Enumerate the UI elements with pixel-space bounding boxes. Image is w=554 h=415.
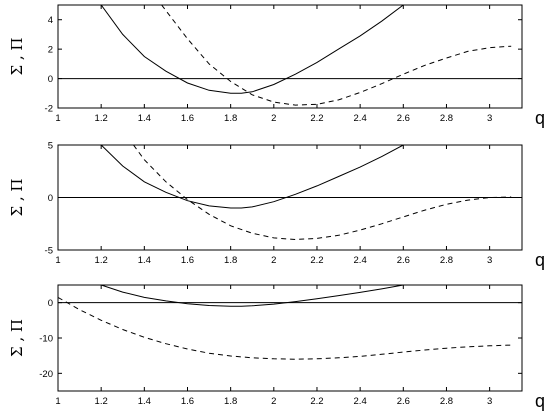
dashed-curve-1 (161, 5, 512, 106)
x-tick-label: 1.6 (181, 396, 194, 407)
x-tick-label: 2.4 (354, 396, 367, 407)
y-tick-label: 4 (48, 15, 53, 26)
x-tick-label: 2.4 (354, 113, 367, 124)
x-tick-label: 3 (487, 396, 492, 407)
y-axis-label: Σ , Π (8, 38, 26, 76)
y-tick-label: 0 (48, 298, 53, 309)
y-tick-label: -20 (39, 369, 53, 380)
x-tick-label: 2 (271, 255, 276, 266)
x-tick-label: 2.2 (310, 255, 323, 266)
x-tick-label: 1.2 (95, 255, 108, 266)
y-tick-label: 0 (48, 193, 53, 204)
x-tick-label: 1.6 (181, 113, 194, 124)
x-tick-label: 1 (55, 113, 60, 124)
y-tick-label: 2 (48, 45, 53, 56)
x-tick-label: 2.8 (440, 113, 453, 124)
solid-curve-2 (100, 145, 404, 209)
x-tick-label: 2.4 (354, 255, 367, 266)
plot-frame-1 (57, 4, 523, 109)
x-axis-label: q (535, 108, 545, 128)
x-tick-label: 2.2 (310, 396, 323, 407)
x-tick-label: 1 (55, 396, 60, 407)
x-tick-label: 2.8 (440, 396, 453, 407)
solid-curve-3 (101, 285, 404, 307)
x-axis-label: q (535, 250, 545, 270)
x-tick-label: 1.4 (138, 255, 151, 266)
x-tick-label: 2.8 (440, 255, 453, 266)
y-tick-label: -5 (45, 246, 53, 257)
y-tick-label: 5 (48, 141, 53, 152)
x-tick-label: 1.4 (138, 113, 151, 124)
x-tick-label: 1 (55, 255, 60, 266)
plot-frame-3 (57, 284, 523, 392)
x-tick-label: 1.8 (224, 396, 237, 407)
x-tick-label: 1.6 (181, 255, 194, 266)
y-axis-label: Σ , Π (8, 319, 26, 357)
x-tick-label: 1.2 (95, 113, 108, 124)
solid-curve-1 (100, 5, 404, 94)
x-tick-label: 2.6 (397, 113, 410, 124)
y-tick-label: 0 (48, 74, 53, 85)
x-tick-label: 2.2 (310, 113, 323, 124)
dashed-curve-3 (58, 296, 512, 360)
y-tick-label: -2 (45, 104, 53, 115)
dashed-curve-2 (133, 145, 512, 241)
x-tick-label: 1.8 (224, 255, 237, 266)
x-tick-label: 1.4 (138, 396, 151, 407)
x-tick-label: 3 (487, 113, 492, 124)
x-tick-label: 2.6 (397, 396, 410, 407)
x-tick-label: 3 (487, 255, 492, 266)
y-axis-label: Σ , Π (8, 179, 26, 217)
x-tick-label: 1.8 (224, 113, 237, 124)
x-axis-label: q (535, 391, 545, 411)
x-tick-label: 1.2 (95, 396, 108, 407)
x-tick-label: 2.6 (397, 255, 410, 266)
x-tick-label: 2 (271, 396, 276, 407)
y-tick-label: -10 (39, 334, 53, 345)
x-tick-label: 2 (271, 113, 276, 124)
